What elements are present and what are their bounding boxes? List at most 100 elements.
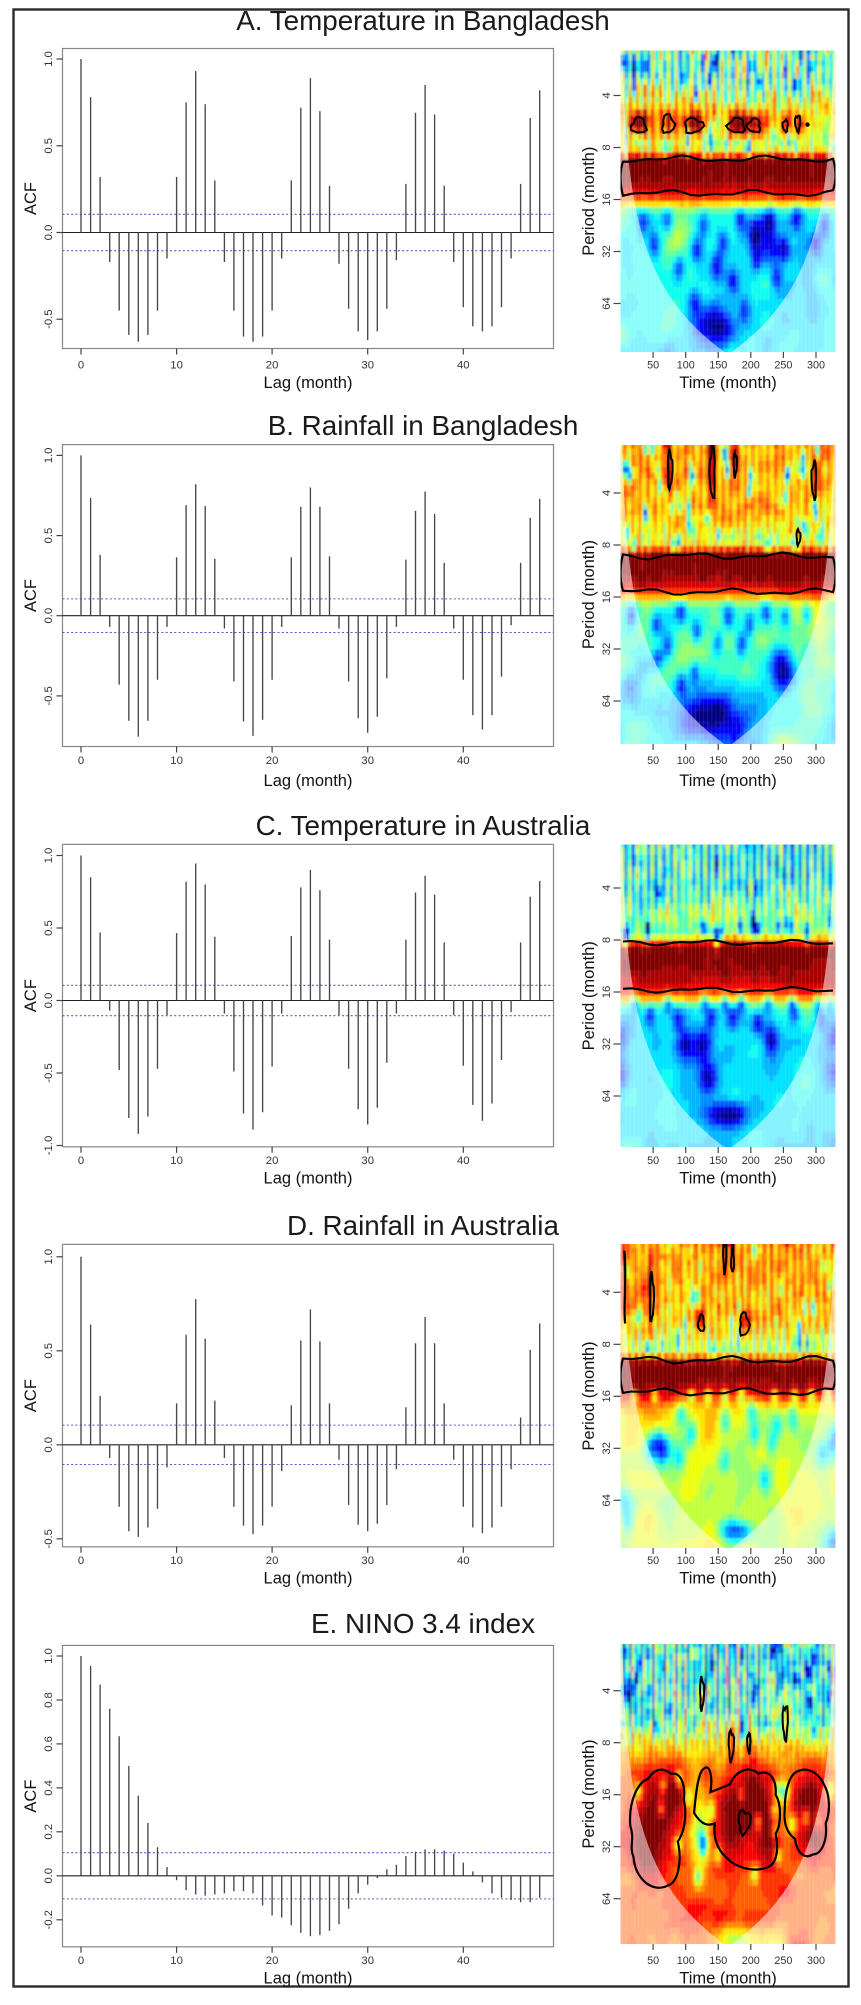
svg-text:4: 4: [601, 1289, 613, 1295]
svg-text:0: 0: [78, 1155, 84, 1167]
svg-text:10: 10: [170, 1555, 183, 1567]
svg-text:200: 200: [742, 755, 760, 767]
svg-text:-0.5: -0.5: [43, 1063, 55, 1082]
svg-text:0.5: 0.5: [43, 1343, 55, 1359]
svg-text:64: 64: [601, 1494, 613, 1507]
svg-text:ACF: ACF: [22, 979, 40, 1012]
svg-text:40: 40: [457, 755, 470, 767]
svg-text:0: 0: [78, 360, 84, 372]
svg-text:-0.5: -0.5: [43, 309, 55, 328]
svg-text:16: 16: [601, 193, 613, 206]
svg-text:Time (month): Time (month): [679, 1170, 777, 1188]
svg-text:32: 32: [601, 643, 613, 656]
svg-text:Period (month): Period (month): [580, 941, 598, 1050]
svg-text:64: 64: [601, 695, 613, 708]
svg-text:32: 32: [601, 1840, 613, 1853]
svg-text:30: 30: [361, 1155, 374, 1167]
svg-text:0.2: 0.2: [43, 1824, 55, 1840]
svg-text:4: 4: [601, 885, 613, 891]
svg-text:Time (month): Time (month): [679, 772, 777, 790]
svg-text:300: 300: [807, 1955, 825, 1967]
svg-text:0.0: 0.0: [43, 1868, 55, 1884]
svg-text:-0.2: -0.2: [43, 1910, 55, 1929]
svg-text:300: 300: [807, 1155, 825, 1167]
svg-text:250: 250: [774, 1155, 792, 1167]
svg-text:0.5: 0.5: [43, 138, 55, 154]
svg-text:10: 10: [170, 360, 183, 372]
svg-text:150: 150: [709, 360, 727, 372]
svg-text:30: 30: [361, 1555, 374, 1567]
svg-text:D. Rainfall in Australia: D. Rainfall in Australia: [287, 1210, 559, 1241]
svg-text:E. NINO 3.4 index: E. NINO 3.4 index: [311, 1608, 535, 1639]
svg-text:Lag (month): Lag (month): [264, 1570, 353, 1588]
svg-text:150: 150: [709, 1555, 727, 1567]
svg-text:40: 40: [457, 360, 470, 372]
svg-text:C. Temperature in Australia: C. Temperature in Australia: [256, 810, 591, 841]
svg-text:Lag (month): Lag (month): [264, 1170, 353, 1188]
svg-text:150: 150: [709, 1155, 727, 1167]
svg-text:0.0: 0.0: [43, 608, 55, 624]
svg-text:Period (month): Period (month): [580, 1341, 598, 1450]
svg-text:250: 250: [774, 755, 792, 767]
svg-text:0.4: 0.4: [43, 1780, 55, 1796]
svg-text:16: 16: [601, 591, 613, 604]
svg-text:32: 32: [601, 245, 613, 258]
svg-text:40: 40: [457, 1555, 470, 1567]
svg-text:Lag (month): Lag (month): [264, 1970, 353, 1988]
svg-text:50: 50: [647, 755, 659, 767]
svg-text:ACF: ACF: [22, 1780, 40, 1813]
svg-text:10: 10: [170, 755, 183, 767]
svg-text:0.5: 0.5: [43, 920, 55, 936]
svg-text:50: 50: [647, 1555, 659, 1567]
svg-text:1.0: 1.0: [43, 448, 55, 464]
svg-text:-0.5: -0.5: [43, 1529, 55, 1548]
svg-text:0: 0: [78, 1555, 84, 1567]
svg-text:A. Temperature in Bangladesh: A. Temperature in Bangladesh: [236, 5, 609, 36]
svg-text:20: 20: [266, 1155, 279, 1167]
svg-text:10: 10: [170, 1155, 183, 1167]
svg-text:0: 0: [78, 1955, 84, 1967]
svg-text:1.0: 1.0: [43, 1249, 55, 1265]
svg-text:16: 16: [601, 1788, 613, 1801]
svg-text:4: 4: [601, 1688, 613, 1694]
svg-text:30: 30: [361, 360, 374, 372]
svg-text:8: 8: [601, 1341, 613, 1347]
svg-text:10: 10: [170, 1955, 183, 1967]
svg-text:Lag (month): Lag (month): [264, 772, 353, 790]
svg-text:16: 16: [601, 1390, 613, 1403]
svg-text:1.0: 1.0: [43, 51, 55, 67]
svg-text:200: 200: [742, 1155, 760, 1167]
svg-text:50: 50: [647, 1955, 659, 1967]
svg-text:-0.5: -0.5: [43, 686, 55, 705]
svg-text:1.0: 1.0: [43, 1648, 55, 1664]
svg-text:30: 30: [361, 1955, 374, 1967]
svg-text:B. Rainfall in Bangladesh: B. Rainfall in Bangladesh: [268, 410, 579, 441]
svg-text:Period (month): Period (month): [580, 540, 598, 649]
svg-text:250: 250: [774, 360, 792, 372]
svg-text:8: 8: [601, 1740, 613, 1746]
svg-text:20: 20: [266, 360, 279, 372]
svg-text:100: 100: [677, 1155, 695, 1167]
svg-text:300: 300: [807, 755, 825, 767]
svg-text:ACF: ACF: [22, 1379, 40, 1412]
svg-text:Time (month): Time (month): [679, 374, 777, 392]
svg-text:8: 8: [601, 937, 613, 943]
svg-text:30: 30: [361, 755, 374, 767]
svg-text:250: 250: [774, 1955, 792, 1967]
svg-text:ACF: ACF: [22, 579, 40, 612]
svg-text:20: 20: [266, 755, 279, 767]
svg-text:16: 16: [601, 986, 613, 999]
svg-text:32: 32: [601, 1442, 613, 1455]
svg-text:-1.0: -1.0: [43, 1136, 55, 1155]
svg-text:20: 20: [266, 1555, 279, 1567]
svg-text:64: 64: [601, 1090, 613, 1103]
svg-text:8: 8: [601, 542, 613, 548]
svg-text:Time (month): Time (month): [679, 1570, 777, 1588]
svg-text:4: 4: [601, 92, 613, 98]
svg-text:50: 50: [647, 1155, 659, 1167]
svg-text:40: 40: [457, 1155, 470, 1167]
svg-text:Period (month): Period (month): [580, 1739, 598, 1848]
svg-text:64: 64: [601, 297, 613, 310]
svg-text:1.0: 1.0: [43, 848, 55, 864]
svg-text:ACF: ACF: [22, 182, 40, 215]
